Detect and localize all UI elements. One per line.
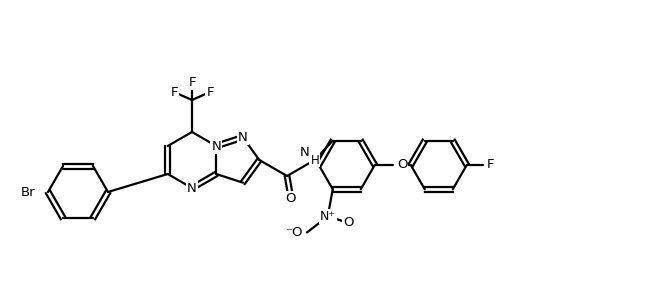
- Text: N: N: [300, 145, 310, 159]
- Text: H: H: [310, 154, 319, 166]
- Text: O: O: [286, 192, 296, 205]
- Text: ⁻O: ⁻O: [286, 226, 303, 239]
- Text: F: F: [170, 86, 178, 98]
- Text: N: N: [238, 131, 248, 144]
- Text: Br: Br: [20, 185, 35, 199]
- Text: N⁺: N⁺: [319, 210, 336, 223]
- Text: F: F: [206, 86, 214, 98]
- Text: O: O: [343, 216, 354, 229]
- Text: F: F: [189, 76, 196, 88]
- Text: F: F: [487, 159, 494, 171]
- Text: O: O: [397, 159, 407, 171]
- Text: N: N: [187, 182, 197, 194]
- Text: N: N: [211, 140, 221, 152]
